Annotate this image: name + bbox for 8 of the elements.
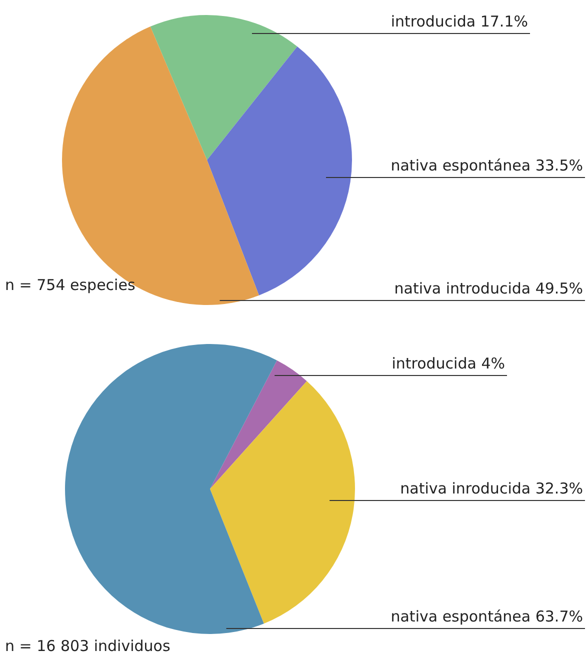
slice-label: nativa espontánea 63.7% [390,607,583,626]
slice-label: introducida 17.1% [390,12,528,30]
slice-label: introducida 4% [392,354,505,372]
slice-label: nativa espontánea 33.5% [390,156,583,174]
text: n = 754 especies [5,276,136,294]
text: n = 16 803 individuos [5,637,170,655]
slice-label: nativa introducida 49.5% [394,279,583,298]
slice-label: nativa inroducida 32.3% [400,479,583,498]
